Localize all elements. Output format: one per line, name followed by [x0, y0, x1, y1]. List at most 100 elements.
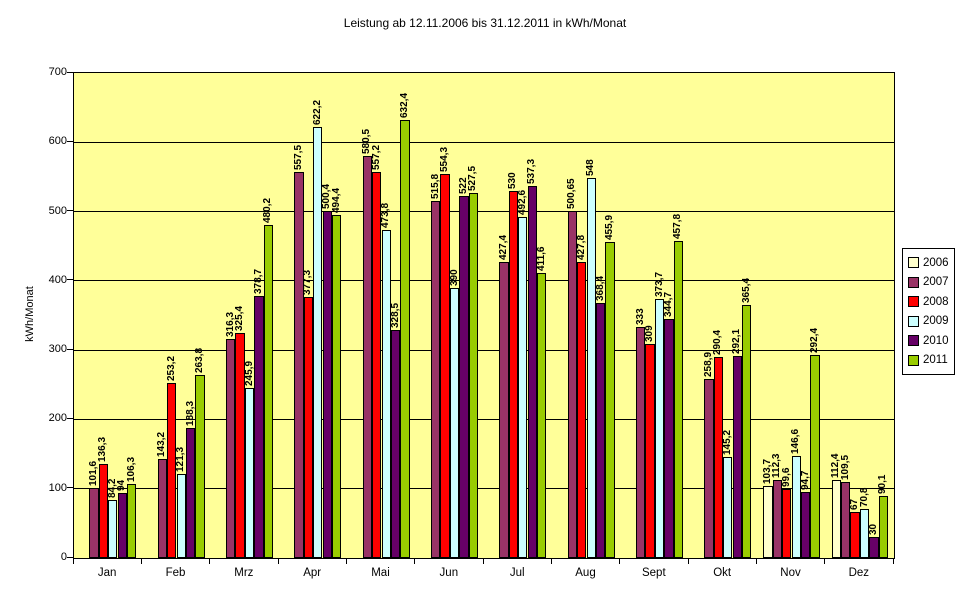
gridline	[74, 280, 894, 282]
bar-value-label: 121,3	[175, 446, 187, 472]
bar-value-label: 557,5	[293, 144, 305, 170]
bar-value-label: 70,8	[858, 487, 870, 507]
x-category-label: Dez	[848, 567, 870, 579]
bar-2010-Aug	[595, 302, 606, 558]
bar-2007-Sept	[636, 327, 646, 558]
legend-label: 2008	[923, 295, 949, 308]
bar-2010-Okt	[732, 355, 742, 558]
bar-2010-Mai	[390, 330, 401, 558]
bar-2010-Jan	[117, 492, 127, 558]
y-tick-label: 600	[48, 135, 67, 148]
legend-item-2010: 2010	[908, 331, 949, 351]
bar-value-label: 263,8	[193, 348, 205, 374]
x-category-label: Okt	[713, 567, 732, 579]
bar-value-label: 494,4	[330, 188, 342, 214]
bar-2011-Aug	[605, 242, 615, 558]
x-category-label: Jan	[97, 567, 117, 579]
bar-value-label: 411,6	[535, 246, 547, 271]
bar-value-label: 292,4	[808, 328, 820, 354]
bar-2008-Jul	[508, 190, 519, 558]
bar-value-label: 622,2	[311, 99, 323, 125]
x-tick-mark	[550, 558, 552, 564]
bar-2011-Nov	[810, 355, 820, 558]
bar-value-label: 492,6	[516, 189, 528, 215]
bar-value-label: 480,2	[262, 198, 274, 224]
bar-value-label: 309	[644, 325, 656, 342]
bar-value-label: 427,8	[575, 234, 587, 260]
plot-area: 103,7 112,4 101,6 143,2 316,3 557,5 580,5 515,8…	[73, 72, 895, 559]
y-tick-mark	[67, 71, 73, 73]
y-tick-mark	[67, 140, 73, 142]
legend-swatch-icon	[908, 315, 919, 327]
bar-2008-Okt	[713, 356, 724, 558]
y-tick-label: 0	[60, 551, 67, 563]
bar-2011-Feb	[195, 375, 205, 558]
legend-swatch-icon	[908, 276, 919, 288]
legend-swatch-icon	[908, 296, 919, 308]
bar-2007-Apr	[294, 171, 304, 558]
legend-swatch-icon	[908, 354, 919, 366]
bar-value-label: 94,7	[799, 470, 811, 491]
x-category-label: Jul	[509, 567, 525, 579]
bar-2008-Aug	[577, 261, 587, 558]
bar-value-label: 557,2	[370, 144, 382, 170]
bar-2008-Apr	[303, 296, 314, 558]
x-tick-mark	[892, 558, 894, 564]
bar-2009-Sept	[654, 299, 665, 558]
bar-2009-Mai	[381, 229, 391, 558]
gridline	[74, 349, 894, 351]
y-tick-label: 500	[48, 204, 67, 217]
y-tick-mark	[67, 417, 73, 419]
bar-2009-Nov	[791, 456, 801, 558]
bar-2011-Sept	[673, 240, 683, 558]
bar-value-label: 473,8	[380, 202, 392, 228]
bar-value-label: 455,9	[603, 215, 615, 241]
x-category-label: Feb	[165, 567, 186, 579]
bar-value-label: 145,2	[721, 430, 733, 456]
bar-2007-Mai	[362, 155, 373, 558]
bar-value-label: 106,3	[125, 457, 137, 483]
bar-value-label: 548	[585, 159, 597, 177]
bar-2009-Jul	[518, 216, 528, 558]
bar-2009-Dez	[859, 508, 870, 558]
bar-value-label: 258,9	[703, 351, 715, 377]
bar-2008-Sept	[645, 343, 655, 558]
y-tick-label: 700	[48, 66, 67, 78]
bar-2008-Jun	[440, 173, 450, 558]
legend-item-2007: 2007	[908, 273, 949, 293]
bar-2009-Jan	[108, 499, 118, 558]
x-tick-mark	[619, 558, 621, 564]
y-tick-mark	[67, 487, 73, 489]
x-category-label: Jun	[439, 567, 459, 579]
bar-2007-Okt	[704, 378, 714, 558]
x-category-label: Apr	[303, 567, 322, 579]
bar-value-label: 457,8	[672, 213, 684, 239]
bar-value-label: 378,7	[252, 268, 264, 294]
bar-value-label: 101,6	[88, 460, 100, 486]
bar-value-label: 368,4	[594, 275, 606, 301]
bar-2010-Dez	[869, 537, 879, 558]
bar-2007-Mrz	[226, 338, 236, 558]
bar-value-label: 344,7	[662, 292, 674, 318]
legend: 2006 2007 2008 2009 2010 2011	[902, 248, 955, 375]
bar-2011-Jan	[126, 484, 137, 558]
x-category-label: Sept	[641, 567, 666, 579]
y-tick-label: 200	[48, 412, 67, 425]
bar-2009-Aug	[586, 178, 596, 558]
bar-2009-Apr	[313, 126, 323, 558]
legend-item-2011: 2011	[908, 351, 949, 371]
x-tick-mark	[345, 558, 347, 564]
bar-2011-Apr	[331, 215, 342, 558]
x-tick-mark	[414, 558, 416, 564]
x-tick-mark	[72, 558, 74, 564]
bar-value-label: 325,4	[234, 305, 246, 331]
bar-2009-Feb	[176, 473, 186, 558]
bar-2010-Sept	[664, 319, 674, 558]
x-tick-mark	[824, 558, 826, 564]
y-tick-mark	[67, 348, 73, 350]
y-axis-title: kWh/Monat	[24, 286, 36, 342]
bar-2008-Dez	[850, 511, 860, 558]
bar-2011-Jul	[536, 272, 547, 558]
legend-label: 2006	[923, 256, 949, 269]
